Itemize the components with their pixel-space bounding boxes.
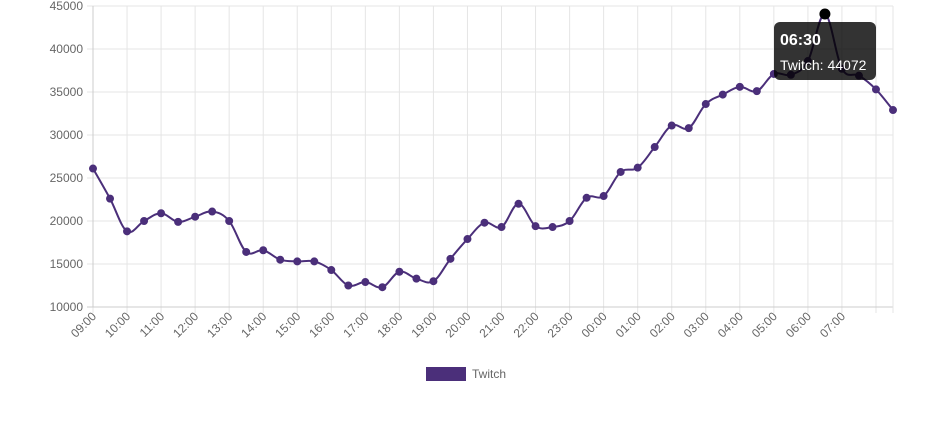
series-line-twitch xyxy=(92,12,894,289)
x-tick-label: 18:00 xyxy=(374,309,405,340)
y-tick-label: 15000 xyxy=(50,257,84,271)
x-tick-label: 00:00 xyxy=(579,309,610,340)
legend-swatch-twitch xyxy=(426,367,466,381)
data-point[interactable] xyxy=(633,163,642,172)
x-tick-label: 17:00 xyxy=(340,309,371,340)
data-point[interactable] xyxy=(378,283,387,292)
x-tick-label: 20:00 xyxy=(442,309,473,340)
data-point[interactable] xyxy=(259,246,268,255)
x-tick-label: 05:00 xyxy=(749,309,780,340)
data-point[interactable] xyxy=(395,267,404,276)
data-point-active[interactable] xyxy=(819,8,831,20)
data-point[interactable] xyxy=(361,278,370,287)
x-tick-labels: 09:00 10:00 11:00 12:00 13:00 14:00 15:00 16:00… xyxy=(68,309,848,340)
x-tick-label: 11:00 xyxy=(137,309,168,340)
data-point[interactable] xyxy=(531,222,540,231)
data-point[interactable] xyxy=(701,100,710,109)
legend-label-twitch: Twitch xyxy=(472,367,507,381)
data-point[interactable] xyxy=(735,82,744,91)
data-point[interactable] xyxy=(276,255,285,264)
x-tick-label: 01:00 xyxy=(613,309,644,340)
x-tick-label: 06:00 xyxy=(783,309,814,340)
x-tick-label: 02:00 xyxy=(647,309,678,340)
data-point[interactable] xyxy=(889,106,897,115)
data-point[interactable] xyxy=(463,235,472,244)
data-point[interactable] xyxy=(480,218,489,227)
data-point[interactable] xyxy=(582,193,591,202)
data-point[interactable] xyxy=(684,124,693,133)
x-tick-label: 07:00 xyxy=(817,309,848,340)
x-tick-label: 10:00 xyxy=(102,309,133,340)
y-tick-label: 45000 xyxy=(50,0,84,13)
legend[interactable]: Twitch xyxy=(426,367,506,381)
x-tick-label: 19:00 xyxy=(408,309,439,340)
data-point[interactable] xyxy=(514,199,523,208)
data-point[interactable] xyxy=(548,223,557,232)
x-tick-label: 23:00 xyxy=(545,309,576,340)
y-tick-label: 30000 xyxy=(50,128,84,142)
x-tick-label: 03:00 xyxy=(681,309,712,340)
x-tick-label: 21:00 xyxy=(476,309,507,340)
y-tick-label: 35000 xyxy=(50,85,84,99)
data-point[interactable] xyxy=(208,207,217,216)
data-point[interactable] xyxy=(157,209,166,218)
axes xyxy=(87,6,894,313)
data-point[interactable] xyxy=(310,257,319,266)
data-point[interactable] xyxy=(599,192,608,201)
data-point[interactable] xyxy=(446,254,455,263)
data-point[interactable] xyxy=(106,194,115,203)
data-point[interactable] xyxy=(242,247,251,256)
data-point[interactable] xyxy=(718,90,727,99)
x-tick-label: 13:00 xyxy=(204,309,235,340)
x-tick-label: 22:00 xyxy=(511,309,542,340)
data-point[interactable] xyxy=(497,223,506,232)
data-point[interactable] xyxy=(565,217,574,225)
data-point[interactable] xyxy=(140,217,149,225)
data-tooltip: 06:30 Twitch: 44072 xyxy=(774,22,876,80)
x-tick-label: 16:00 xyxy=(306,309,337,340)
data-point[interactable] xyxy=(191,212,200,221)
data-point[interactable] xyxy=(871,85,880,94)
y-tick-label: 25000 xyxy=(50,171,84,185)
data-point[interactable] xyxy=(752,87,761,96)
data-point[interactable] xyxy=(123,227,132,236)
data-point[interactable] xyxy=(174,217,183,226)
x-tick-label: 14:00 xyxy=(238,309,269,340)
y-tick-label: 10000 xyxy=(50,300,84,314)
x-tick-label: 12:00 xyxy=(170,309,201,340)
data-point[interactable] xyxy=(616,167,625,176)
tooltip-body: Twitch: 44072 xyxy=(780,57,867,73)
grid xyxy=(87,5,893,313)
data-point[interactable] xyxy=(650,143,659,152)
x-tick-label: 15:00 xyxy=(272,309,303,340)
data-point[interactable] xyxy=(89,164,97,173)
y-tick-label: 40000 xyxy=(50,42,84,56)
y-tick-label: 20000 xyxy=(50,214,84,228)
data-point[interactable] xyxy=(429,277,438,286)
data-point[interactable] xyxy=(293,257,302,266)
data-point[interactable] xyxy=(667,121,676,130)
y-tick-labels: 10000 15000 20000 25000 30000 35000 40000 45000 xyxy=(50,0,84,314)
data-point[interactable] xyxy=(412,274,421,283)
tooltip-title: 06:30 xyxy=(780,32,821,49)
data-point[interactable] xyxy=(327,266,336,275)
data-point[interactable] xyxy=(225,217,234,225)
data-point[interactable] xyxy=(344,281,353,290)
x-tick-label: 04:00 xyxy=(715,309,746,340)
